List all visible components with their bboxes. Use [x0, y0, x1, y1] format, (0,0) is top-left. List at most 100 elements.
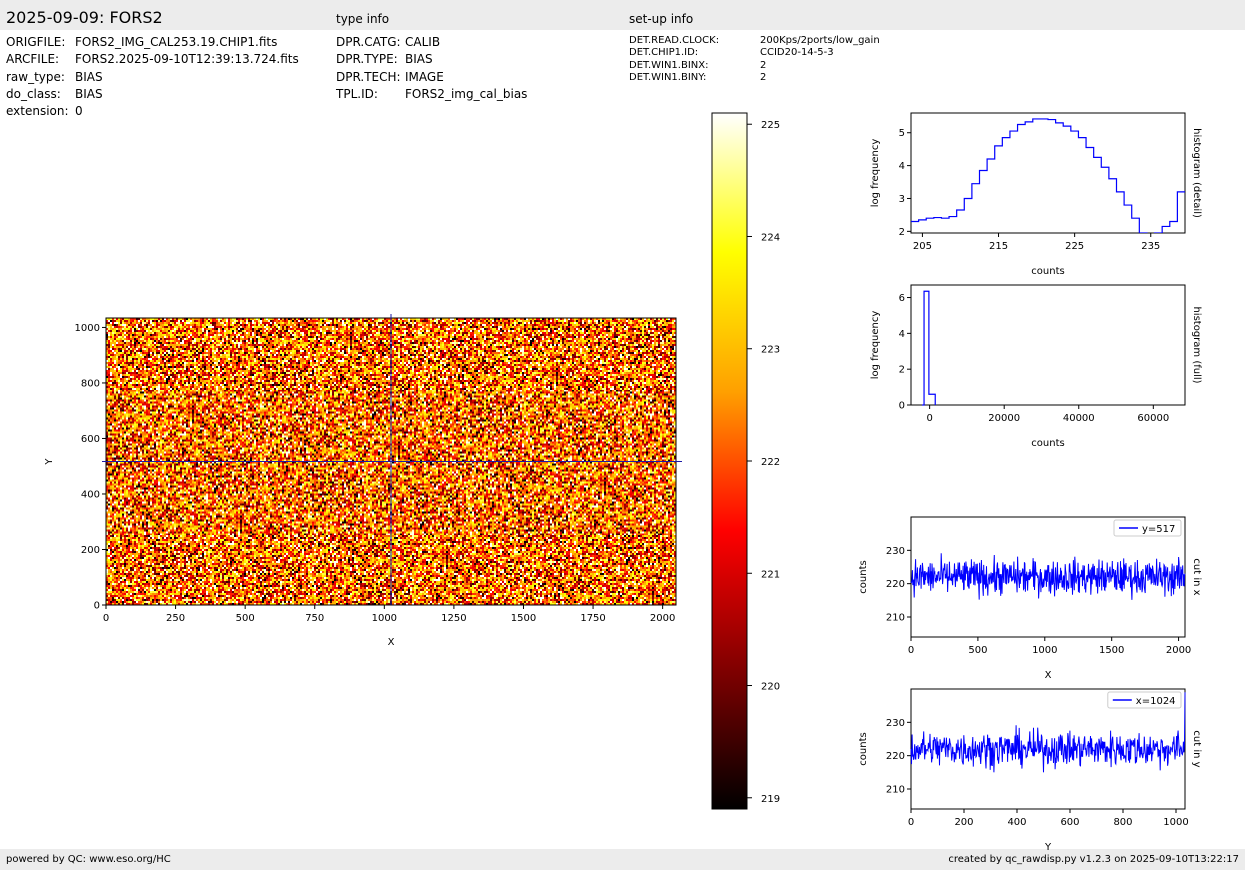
x-tick-label: 1500: [511, 613, 536, 624]
x-axis-label: Y: [1044, 842, 1052, 853]
panel-side-label: cut in y: [1191, 730, 1202, 767]
y-tick-label: 230: [886, 718, 905, 729]
x-axis-label: counts: [1031, 266, 1064, 277]
x-tick-label: 750: [305, 613, 324, 624]
y-tick-label: 210: [886, 613, 905, 624]
page-title: 2025-09-09: FORS2: [6, 8, 163, 27]
y-tick-label: 600: [81, 434, 100, 445]
y-axis-label: log frequency: [870, 311, 881, 380]
footer-bar: [0, 849, 1245, 870]
setup-info-title: set-up info: [629, 12, 694, 26]
y-tick-label: 0: [899, 401, 905, 412]
x-tick-label: 1500: [1099, 645, 1124, 656]
panel-side-label: histogram (full): [1191, 306, 1202, 383]
setup-info-value: 200Kps/2ports/low_gain: [760, 35, 880, 46]
legend-box: [1107, 691, 1182, 709]
type-info-key: DPR.TYPE:: [336, 52, 398, 66]
footer-right: created by qc_rawdisp.py v1.2.3 on 2025-…: [948, 854, 1239, 865]
file-info-value: BIAS: [75, 87, 103, 101]
legend-label: y=517: [1142, 524, 1175, 535]
type-info-key: DPR.CATG:: [336, 35, 401, 49]
x-axis-label: X: [1045, 670, 1052, 681]
file-info-key: extension:: [6, 104, 69, 118]
y-tick-label: 220: [886, 751, 905, 762]
colorbar-tick-label: 222: [761, 457, 780, 468]
y-tick-label: 800: [81, 378, 100, 389]
x-tick-label: 0: [908, 645, 914, 656]
x-tick-label: 1000: [1032, 645, 1057, 656]
y-tick-label: 200: [81, 545, 100, 556]
legend-box: [1113, 519, 1182, 537]
type-info-title: type info: [336, 12, 390, 26]
colorbar-tick-label: 225: [761, 120, 780, 131]
y-tick-label: 6: [899, 293, 905, 304]
file-info-key: do_class:: [6, 87, 61, 101]
x-tick-label: 235: [1141, 241, 1160, 252]
panel-side-label: cut in x: [1191, 558, 1202, 595]
x-tick-label: 0: [926, 413, 932, 424]
type-info-value: CALIB: [405, 35, 441, 49]
x-axis-label: counts: [1031, 438, 1064, 449]
x-tick-label: 800: [1113, 817, 1132, 828]
x-tick-label: 215: [989, 241, 1008, 252]
y-tick-label: 230: [886, 546, 905, 557]
file-info-key: raw_type:: [6, 70, 65, 84]
x-tick-label: 2000: [1166, 645, 1191, 656]
x-tick-label: 60000: [1137, 413, 1169, 424]
setup-info-key: DET.WIN1.BINY:: [629, 72, 707, 83]
type-info-value: FORS2_img_cal_bias: [405, 87, 528, 101]
x-tick-label: 20000: [988, 413, 1020, 424]
y-tick-label: 0: [94, 601, 100, 612]
x-tick-label: 500: [236, 613, 255, 624]
type-info-key: TPL.ID:: [336, 87, 378, 101]
histogram-full-frame: [910, 284, 1186, 406]
x-tick-label: 2000: [650, 613, 675, 624]
histogram-full-series: [922, 290, 936, 406]
file-info-value: 0: [75, 104, 83, 118]
colorbar-tick-label: 221: [761, 569, 780, 580]
x-tick-label: 225: [1065, 241, 1084, 252]
footer-left: powered by QC: www.eso.org/HC: [6, 854, 171, 865]
x-tick-label: 400: [1007, 817, 1026, 828]
file-info-key: ARCFILE:: [6, 52, 60, 66]
y-tick-label: 1000: [75, 323, 100, 334]
x-tick-label: 1000: [372, 613, 397, 624]
legend-label: x=1024: [1136, 696, 1176, 707]
y-tick-label: 4: [899, 329, 905, 340]
setup-info-key: DET.WIN1.BINX:: [629, 60, 709, 71]
file-info-value: FORS2.2025-09-10T12:39:13.724.fits: [75, 52, 299, 66]
y-tick-label: 2: [899, 365, 905, 376]
file-info-value: BIAS: [75, 70, 103, 84]
y-tick-label: 220: [886, 579, 905, 590]
histogram-detail-series: [911, 118, 1185, 233]
x-tick-label: 205: [913, 241, 932, 252]
x-tick-label: 0: [908, 817, 914, 828]
x-tick-label: 250: [166, 613, 185, 624]
type-info-value: IMAGE: [405, 70, 444, 84]
panel-side-label: histogram (detail): [1191, 128, 1202, 218]
file-info-key: ORIGFILE:: [6, 35, 66, 49]
setup-info-key: DET.CHIP1.ID:: [629, 47, 699, 58]
colorbar: [711, 112, 748, 810]
colorbar-tick-label: 220: [761, 682, 780, 693]
y-tick-label: 3: [899, 194, 905, 205]
type-info-key: DPR.TECH:: [336, 70, 401, 84]
file-info-value: FORS2_IMG_CAL253.19.CHIP1.fits: [75, 35, 278, 49]
x-tick-label: 1000: [1163, 817, 1188, 828]
cut-in-y-series: [910, 692, 1186, 773]
x-axis-label: X: [388, 637, 395, 648]
cut-in-x-series: [910, 553, 1186, 600]
x-tick-label: 600: [1060, 817, 1079, 828]
x-tick-label: 0: [103, 613, 109, 624]
setup-info-value: CCID20-14-5-3: [760, 47, 834, 58]
header-bar: [0, 0, 1245, 30]
y-axis-label: counts: [858, 732, 869, 765]
colorbar-tick-label: 219: [761, 794, 780, 805]
y-tick-label: 210: [886, 785, 905, 796]
colorbar-tick-label: 223: [761, 345, 780, 356]
x-tick-label: 1750: [580, 613, 605, 624]
x-tick-label: 500: [968, 645, 987, 656]
x-tick-label: 200: [954, 817, 973, 828]
x-tick-label: 40000: [1063, 413, 1095, 424]
